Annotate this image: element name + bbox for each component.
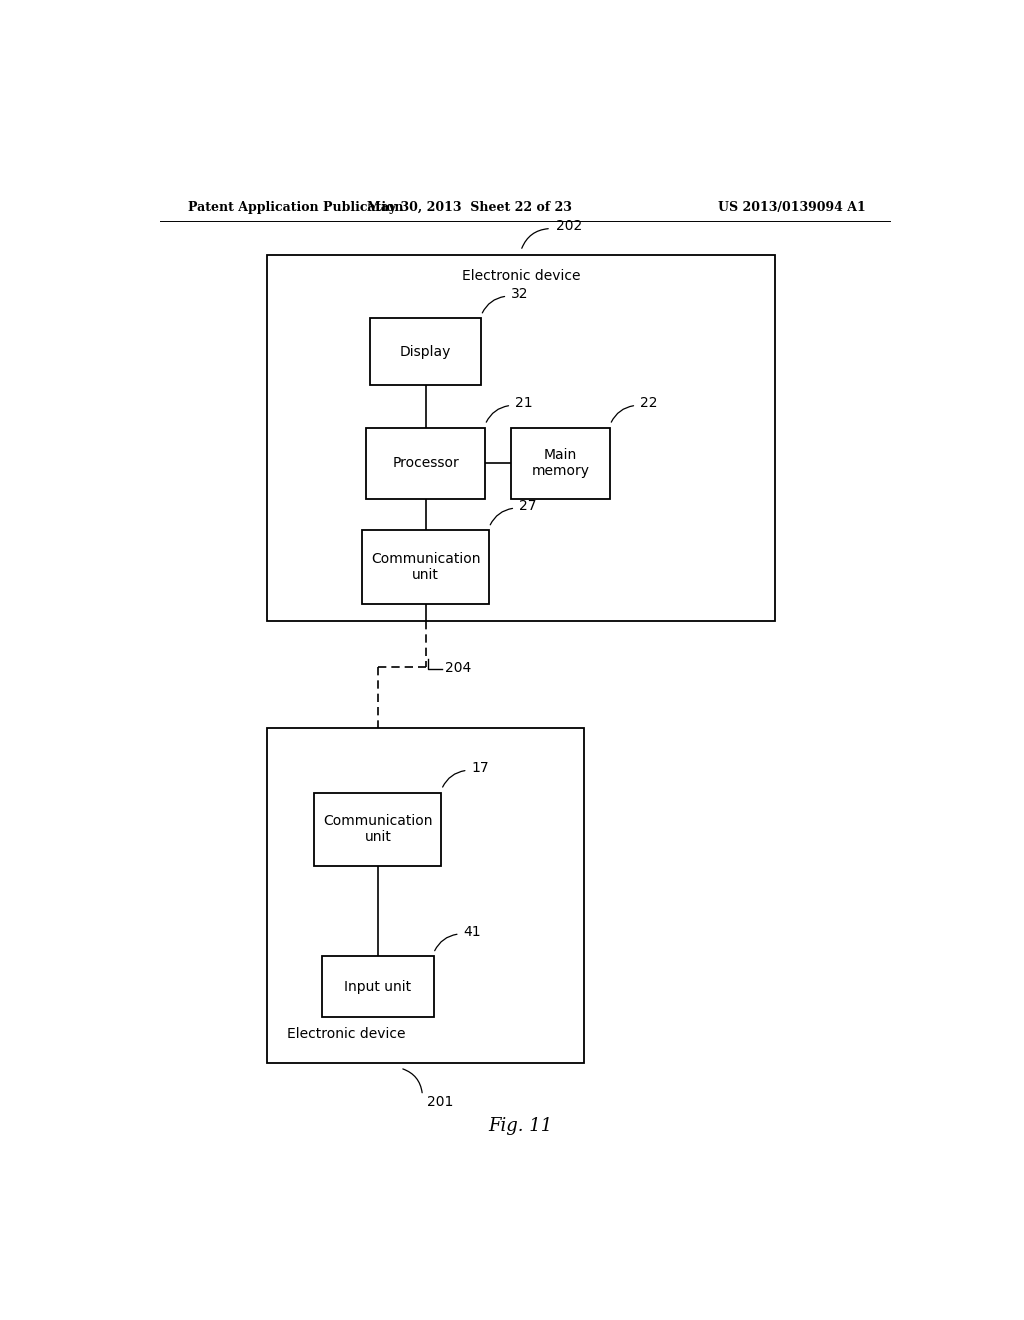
- Text: 41: 41: [464, 925, 481, 939]
- Text: 21: 21: [515, 396, 532, 411]
- Text: Electronic device: Electronic device: [287, 1027, 406, 1040]
- Text: Fig. 11: Fig. 11: [488, 1117, 553, 1135]
- Text: 32: 32: [511, 286, 528, 301]
- Text: Patent Application Publication: Patent Application Publication: [187, 201, 403, 214]
- Text: Communication
unit: Communication unit: [371, 552, 480, 582]
- Bar: [511, 428, 610, 499]
- Text: Main
memory: Main memory: [531, 449, 590, 478]
- Bar: [370, 318, 481, 384]
- Text: 17: 17: [472, 762, 489, 775]
- Bar: [362, 531, 489, 603]
- Bar: [367, 428, 485, 499]
- Text: Display: Display: [400, 345, 452, 359]
- Text: 22: 22: [640, 396, 657, 411]
- Text: Electronic device: Electronic device: [462, 269, 580, 284]
- Text: US 2013/0139094 A1: US 2013/0139094 A1: [718, 201, 866, 214]
- Text: 201: 201: [427, 1094, 454, 1109]
- Text: May 30, 2013  Sheet 22 of 23: May 30, 2013 Sheet 22 of 23: [367, 201, 571, 214]
- Text: 27: 27: [519, 499, 537, 513]
- Bar: [267, 727, 585, 1063]
- Text: Processor: Processor: [392, 457, 459, 470]
- Text: Communication
unit: Communication unit: [324, 814, 433, 845]
- Text: 202: 202: [556, 219, 582, 234]
- Text: Input unit: Input unit: [344, 979, 412, 994]
- Text: 204: 204: [445, 660, 472, 675]
- Bar: [314, 792, 441, 866]
- Bar: [323, 956, 433, 1018]
- Bar: [267, 255, 775, 620]
